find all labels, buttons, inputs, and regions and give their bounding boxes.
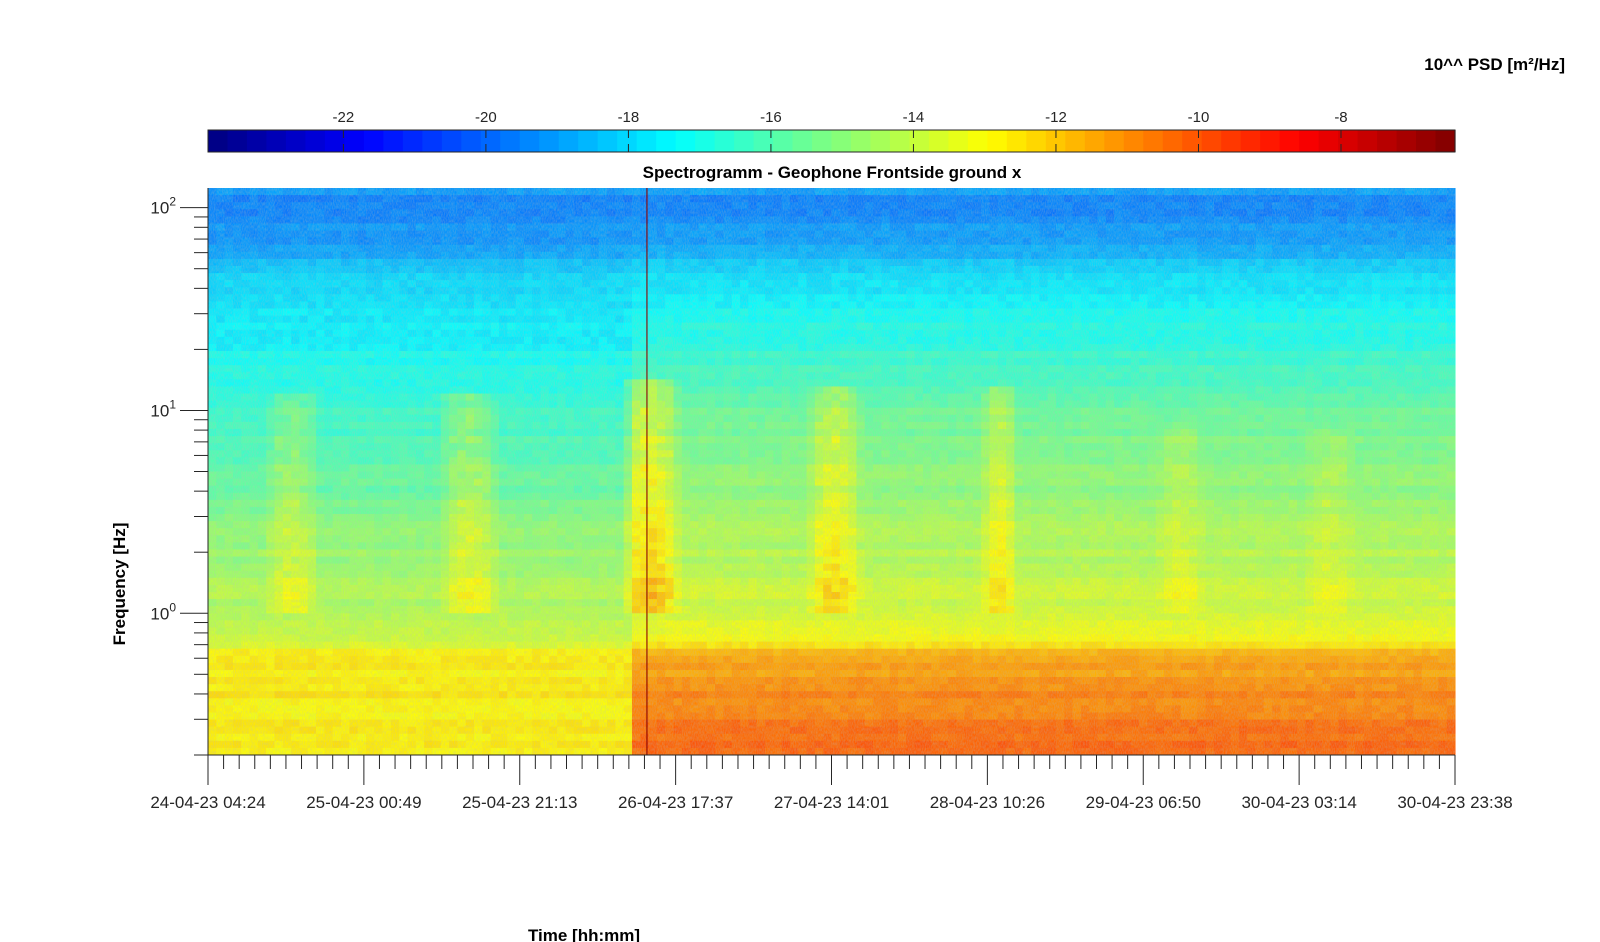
colorbar-segment [597,130,618,152]
colorbar-segment [1357,130,1378,152]
colorbar-tick-label: -20 [475,109,497,126]
colorbar-segment [500,130,521,152]
colorbar-tick-label: -12 [1045,109,1067,126]
colorbar-segment [1279,130,1300,152]
colorbar-segment [208,130,229,152]
colorbar-frame [207,129,1456,153]
colorbar-segment [850,130,872,152]
colorbar-segment [461,130,482,152]
colorbar-segment [1084,130,1105,152]
colorbar-segment [987,130,1008,152]
colorbar-segment [1201,130,1222,152]
colorbar-segment [1123,130,1144,152]
colorbar-segment [539,130,560,152]
chart-title: Spectrogramm - Geophone Frontside ground… [643,163,1022,182]
colorbar-ticks: -22 -20 -18 -16 -14 -12 -10 -8 [333,109,1348,152]
colorbar-segment [1006,130,1027,152]
colorbar-segment [1162,130,1183,152]
colorbar-segment [558,130,579,152]
colorbar-segment [383,130,404,152]
colorbar-segment [246,130,268,152]
colorbar-segment [734,130,755,152]
colorbar-segment [1026,130,1047,152]
colorbar-segment [967,130,988,152]
colorbar-tick-label: -10 [1188,109,1210,126]
plot-area [208,188,1456,756]
colorbar-segment [363,130,384,152]
colorbar-segment [578,130,599,152]
colorbar-segment [1416,130,1437,152]
colorbar-segment [1318,130,1339,152]
colorbar-segment [1221,130,1242,152]
colorbar-segment [1435,130,1456,152]
colorbar-segment [1240,130,1261,152]
colorbar-segment [1377,130,1398,152]
colorbar-tick-label: -16 [760,109,782,126]
colorbar-segment [1182,130,1203,152]
colorbar-segment [1338,130,1359,152]
colorbar-segment [1299,130,1320,152]
colorbar-tick-label: -18 [618,109,640,126]
colorbar-segment [792,130,813,152]
colorbar-segment [227,130,248,152]
colorbar-segment [636,130,657,152]
colorbar-segment [344,130,365,152]
colorbar-segment [324,130,345,152]
colorbar-segment [889,130,911,152]
colorbar-segment [1104,130,1125,152]
colorbar-segment [519,130,540,152]
colorbar-segment [422,130,443,152]
colorbar-segment [285,130,307,152]
colorbar-segment [305,130,326,152]
colorbar-segment [1065,130,1086,152]
colorbar-segment [831,130,852,152]
colorbar-tick-label: -8 [1334,109,1347,126]
colorbar-segment [870,130,891,152]
colorbar-segment [656,130,677,152]
colorbar-tick-label: -14 [903,109,925,126]
colorbar-segment [1045,130,1066,152]
colorbar-tick-label: -22 [333,109,355,126]
colorbar-segment [480,130,501,152]
colorbar: -22 -20 -18 -16 -14 -12 -10 -8 10^^ PSD [m²/Hz] [207,55,1565,153]
colorbar-segment [266,130,287,152]
colorbar-segment [909,130,930,152]
colorbar-segment [1396,130,1417,152]
colorbar-segment [402,130,423,152]
colorbar-segment [928,130,949,152]
colorbar-segment [695,130,716,152]
colorbar-segment [675,130,696,152]
colorbar-segment [1260,130,1281,152]
colorbar-segment [1143,130,1164,152]
colorbar-segment [812,130,833,152]
colorbar-segment [714,130,735,152]
colorbar-segment [948,130,969,152]
colorbar-segment [753,130,774,152]
colorbar-segment [441,130,462,152]
colorbar-label: 10^^ PSD [m²/Hz] [1424,55,1565,74]
colorbar-segment [617,130,638,152]
colorbar-segment [773,130,794,152]
colorbar-gradient [208,130,1456,152]
